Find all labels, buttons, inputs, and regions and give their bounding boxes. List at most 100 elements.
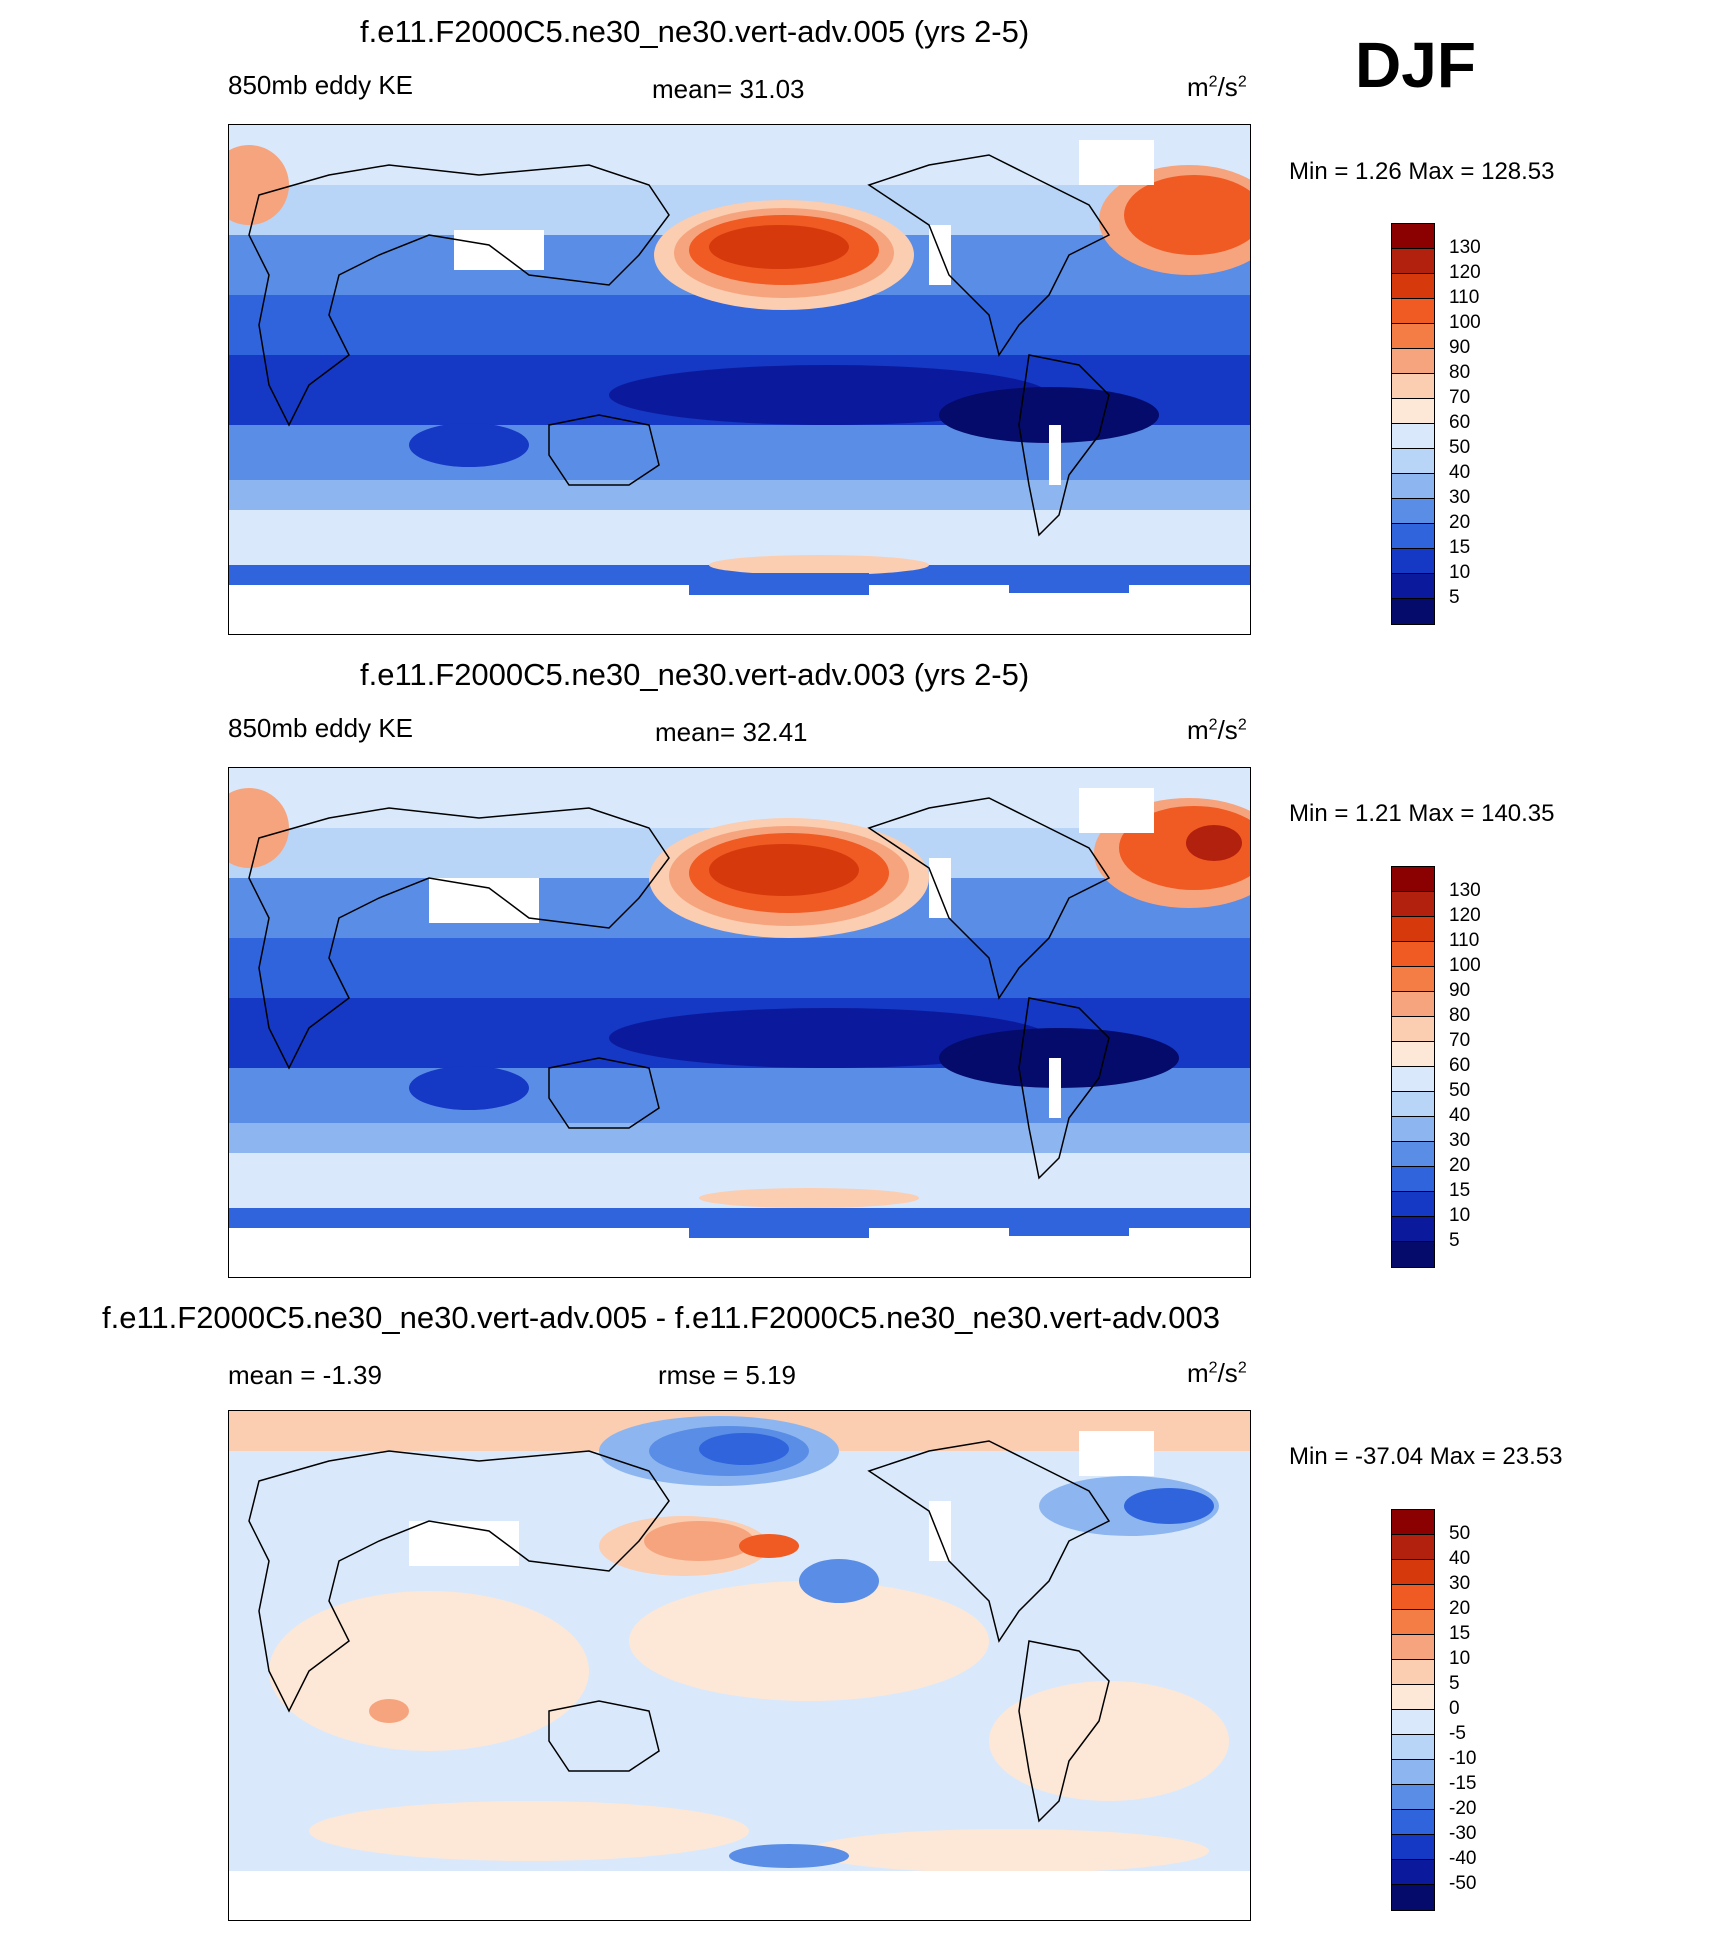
colorbar-swatch — [1392, 1710, 1434, 1735]
colorbar-swatch — [1392, 374, 1434, 399]
colorbar-tick-label: 70 — [1449, 387, 1471, 408]
colorbar-swatch — [1392, 249, 1434, 274]
mean-label: mean = -1.39 — [228, 1360, 382, 1390]
colorbar-tick-label: 40 — [1449, 462, 1471, 483]
colorbar — [1391, 1509, 1435, 1911]
colorbar-tick-label: 90 — [1449, 980, 1471, 1001]
variable-label: 850mb eddy KE — [228, 713, 414, 743]
colorbar-tick-label: 10 — [1449, 562, 1471, 583]
colorbar-tick-label: 40 — [1449, 1548, 1471, 1569]
colorbar-swatch — [1392, 1242, 1434, 1267]
colorbar-tick-label: 10 — [1449, 1205, 1471, 1226]
colorbar-tick-label: 120 — [1449, 905, 1481, 926]
min-max-label: Min = -37.04 Max = 23.53 — [1289, 1443, 1563, 1470]
min-max-label: Min = 1.26 Max = 128.53 — [1289, 158, 1555, 185]
colorbar-swatch — [1392, 967, 1434, 992]
mean-label: mean= 31.03 — [652, 74, 805, 104]
colorbar-tick-label: 30 — [1449, 487, 1471, 508]
colorbar-tick-label: 15 — [1449, 1623, 1471, 1644]
colorbar-tick-label: -10 — [1449, 1748, 1477, 1769]
colorbar-swatch — [1392, 1835, 1434, 1860]
map-plot — [228, 767, 1251, 1278]
colorbar-swatch — [1392, 992, 1434, 1017]
colorbar-swatch — [1392, 1117, 1434, 1142]
colorbar-swatch — [1392, 1735, 1434, 1760]
colorbar-swatch — [1392, 1017, 1434, 1042]
colorbar-tick-label: 100 — [1449, 312, 1481, 333]
panel-title: f.e11.F2000C5.ne30_ne30.vert-adv.005 - f… — [102, 1300, 1220, 1335]
colorbar-tick-label: 50 — [1449, 1080, 1471, 1101]
colorbar-swatch — [1392, 1760, 1434, 1785]
colorbar-swatch — [1392, 1560, 1434, 1585]
colorbar-swatch — [1392, 917, 1434, 942]
colorbar — [1391, 223, 1435, 625]
colorbar-swatch — [1392, 574, 1434, 599]
colorbar-swatch — [1392, 324, 1434, 349]
colorbar-swatch — [1392, 1510, 1434, 1535]
min-max-label: Min = 1.21 Max = 140.35 — [1289, 800, 1555, 827]
colorbar-tick-label: -40 — [1449, 1848, 1477, 1869]
colorbar-swatch — [1392, 424, 1434, 449]
colorbar-swatch — [1392, 524, 1434, 549]
colorbar-swatch — [1392, 449, 1434, 474]
colorbar-swatch — [1392, 942, 1434, 967]
units-label: m2/s2 — [1187, 1358, 1247, 1388]
colorbar-tick-label: 20 — [1449, 1155, 1471, 1176]
colorbar-tick-label: 20 — [1449, 1598, 1471, 1619]
colorbar-swatch — [1392, 892, 1434, 917]
colorbar-swatch — [1392, 349, 1434, 374]
colorbar-tick-label: -15 — [1449, 1773, 1477, 1794]
colorbar-tick-label: 60 — [1449, 412, 1471, 433]
colorbar-swatch — [1392, 1685, 1434, 1710]
map-plot — [228, 1410, 1251, 1921]
colorbar-swatch — [1392, 399, 1434, 424]
colorbar-swatch — [1392, 1860, 1434, 1885]
colorbar-tick-label: 5 — [1449, 587, 1460, 608]
colorbar-swatch — [1392, 499, 1434, 524]
panel-title: f.e11.F2000C5.ne30_ne30.vert-adv.003 (yr… — [360, 657, 1030, 692]
colorbar-swatch — [1392, 1785, 1434, 1810]
colorbar-tick-label: 80 — [1449, 362, 1471, 383]
colorbar-swatch — [1392, 1042, 1434, 1067]
season-label: DJF — [1355, 29, 1476, 101]
colorbar-tick-label: -20 — [1449, 1798, 1477, 1819]
colorbar-tick-label: 130 — [1449, 880, 1481, 901]
colorbar-swatch — [1392, 1810, 1434, 1835]
colorbar-swatch — [1392, 474, 1434, 499]
colorbar-tick-label: 70 — [1449, 1030, 1471, 1051]
map-plot — [228, 124, 1251, 635]
colorbar-tick-label: 110 — [1449, 930, 1480, 951]
colorbar-swatch — [1392, 1217, 1434, 1242]
colorbar-tick-label: -50 — [1449, 1873, 1477, 1894]
panel-title: f.e11.F2000C5.ne30_ne30.vert-adv.005 (yr… — [360, 14, 1030, 49]
colorbar — [1391, 866, 1435, 1268]
colorbar-swatch — [1392, 1092, 1434, 1117]
colorbar-tick-label: 60 — [1449, 1055, 1471, 1076]
colorbar-tick-label: 50 — [1449, 1523, 1471, 1544]
colorbar-tick-label: -30 — [1449, 1823, 1477, 1844]
colorbar-swatch — [1392, 1142, 1434, 1167]
colorbar-swatch — [1392, 224, 1434, 249]
colorbar-tick-label: 90 — [1449, 337, 1471, 358]
colorbar-tick-label: 15 — [1449, 537, 1471, 558]
colorbar-swatch — [1392, 1067, 1434, 1092]
colorbar-swatch — [1392, 1192, 1434, 1217]
variable-label: 850mb eddy KE — [228, 70, 414, 100]
colorbar-swatch — [1392, 274, 1434, 299]
units-label: m2/s2 — [1187, 715, 1247, 745]
colorbar-tick-label: 110 — [1449, 287, 1480, 308]
colorbar-tick-label: -5 — [1449, 1723, 1466, 1744]
colorbar-swatch — [1392, 1610, 1434, 1635]
colorbar-tick-label: 40 — [1449, 1105, 1471, 1126]
colorbar-swatch — [1392, 549, 1434, 574]
colorbar-tick-label: 30 — [1449, 1573, 1471, 1594]
colorbar-swatch — [1392, 1635, 1434, 1660]
colorbar-swatch — [1392, 867, 1434, 892]
colorbar-tick-label: 15 — [1449, 1180, 1471, 1201]
colorbar-tick-label: 20 — [1449, 512, 1471, 533]
colorbar-tick-label: 130 — [1449, 237, 1481, 258]
colorbar-swatch — [1392, 599, 1434, 624]
colorbar-swatch — [1392, 1585, 1434, 1610]
colorbar-swatch — [1392, 1535, 1434, 1560]
colorbar-tick-label: 120 — [1449, 262, 1481, 283]
